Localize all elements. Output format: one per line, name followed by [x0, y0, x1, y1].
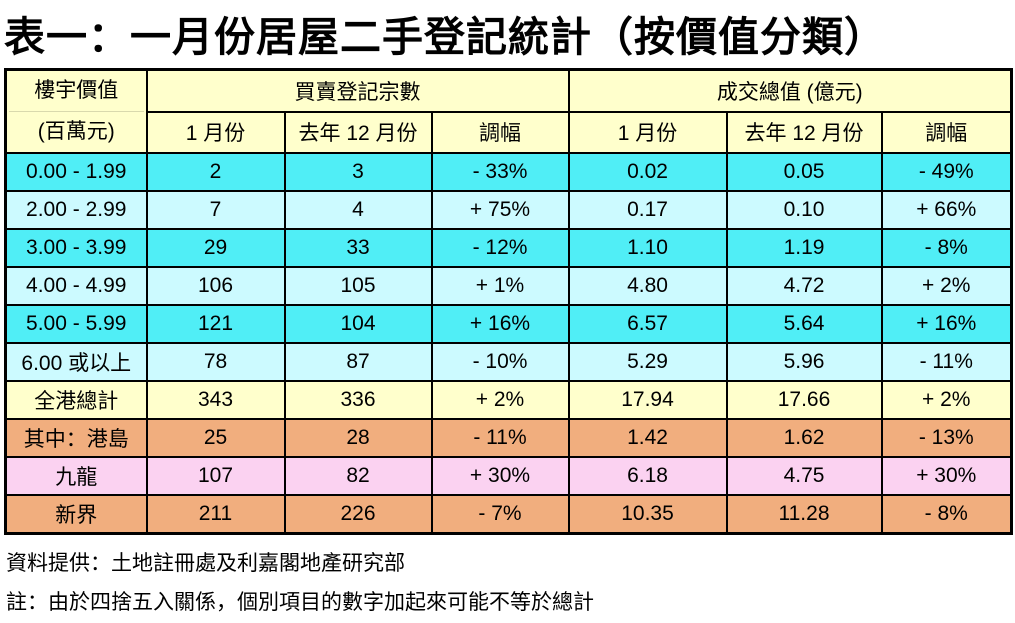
- cell: 1.10: [567, 228, 728, 268]
- cell: - 13%: [880, 418, 1013, 458]
- table-row: 2.00 - 2.99 7 4 + 75% 0.17 0.10 + 66%: [4, 190, 1013, 230]
- cell: 17.94: [567, 380, 728, 420]
- cell: 0.02: [567, 152, 728, 192]
- cell: 11.28: [725, 494, 883, 535]
- sub-header-dec-value: 去年 12 月份: [725, 110, 883, 154]
- cell: 82: [283, 456, 433, 496]
- sub-header-change-count: 調幅: [430, 110, 570, 154]
- cell: - 8%: [880, 228, 1013, 268]
- cell: 6.57: [567, 304, 728, 344]
- footnote-source: 資料提供：土地註冊處及利嘉閣地產研究部: [6, 552, 405, 575]
- cell: 29: [145, 228, 286, 268]
- cell: 10.35: [567, 494, 728, 535]
- cell: 33: [283, 228, 433, 268]
- sub-header-jan-count: 1 月份: [145, 110, 286, 154]
- cell: 211: [145, 494, 286, 535]
- table-row: 5.00 - 5.99 121 104 + 16% 6.57 5.64 + 16…: [4, 304, 1013, 344]
- group-header-value: 成交總值 (億元): [567, 68, 1013, 113]
- cell: 226: [283, 494, 433, 535]
- cell: + 16%: [430, 304, 570, 344]
- corner-header-line2: (百萬元): [9, 111, 144, 151]
- row-label: 九龍: [4, 456, 148, 496]
- cell: 105: [283, 266, 433, 306]
- cell: 0.05: [725, 152, 883, 192]
- cell: 87: [283, 342, 433, 382]
- cell: - 11%: [430, 418, 570, 458]
- cell: 3: [283, 152, 433, 192]
- cell: + 2%: [880, 266, 1013, 306]
- cell: - 7%: [430, 494, 570, 535]
- table-row: 6.00 或以上 78 87 - 10% 5.29 5.96 - 11%: [4, 342, 1013, 382]
- row-label: 0.00 - 1.99: [4, 152, 148, 192]
- cell: - 12%: [430, 228, 570, 268]
- table-row: 3.00 - 3.99 29 33 - 12% 1.10 1.19 - 8%: [4, 228, 1013, 268]
- cell: 336: [283, 380, 433, 420]
- cell: 4.72: [725, 266, 883, 306]
- cell: 0.17: [567, 190, 728, 230]
- cell: 107: [145, 456, 286, 496]
- cell: 17.66: [725, 380, 883, 420]
- group-header-count: 買賣登記宗數: [145, 68, 570, 113]
- cell: 5.29: [567, 342, 728, 382]
- row-label: 全港總計: [4, 380, 148, 420]
- cell: - 8%: [880, 494, 1013, 535]
- cell: 4: [283, 190, 433, 230]
- cell: 28: [283, 418, 433, 458]
- row-label: 5.00 - 5.99: [4, 304, 148, 344]
- table-row: 0.00 - 1.99 2 3 - 33% 0.02 0.05 - 49%: [4, 152, 1013, 192]
- table-row: 九龍 107 82 + 30% 6.18 4.75 + 30%: [4, 456, 1013, 496]
- cell: + 30%: [430, 456, 570, 496]
- cell: - 33%: [430, 152, 570, 192]
- group-header-row: 樓宇價值 (百萬元) 買賣登記宗數 成交總值 (億元): [4, 68, 1013, 154]
- cell: 78: [145, 342, 286, 382]
- cell: 4.75: [725, 456, 883, 496]
- corner-header-line1: 樓宇價值: [34, 79, 119, 102]
- row-label: 新界: [4, 494, 148, 535]
- row-label: 4.00 - 4.99: [4, 266, 148, 306]
- cell: 343: [145, 380, 286, 420]
- corner-header-cell: 樓宇價值 (百萬元): [4, 68, 148, 154]
- cell: 5.96: [725, 342, 883, 382]
- cell: + 66%: [880, 190, 1013, 230]
- cell: + 30%: [880, 456, 1013, 496]
- cell: + 75%: [430, 190, 570, 230]
- cell: + 2%: [430, 380, 570, 420]
- cell: - 10%: [430, 342, 570, 382]
- cell: + 16%: [880, 304, 1013, 344]
- cell: 7: [145, 190, 286, 230]
- cell: - 49%: [880, 152, 1013, 192]
- sub-header-change-value: 調幅: [880, 110, 1013, 154]
- cell: 1.19: [725, 228, 883, 268]
- cell: + 2%: [880, 380, 1013, 420]
- footnote-rounding: 註：由於四捨五入關係，個別項目的數字加起來可能不等於總計: [6, 590, 594, 614]
- sub-header-dec-count: 去年 12 月份: [283, 110, 433, 154]
- row-label: 其中：港島: [4, 418, 148, 458]
- cell: 121: [145, 304, 286, 344]
- statistics-table: 樓宇價值 (百萬元) 買賣登記宗數 成交總值 (億元) 1 月份 去年 12 月…: [4, 68, 1014, 535]
- page-title: 表一：一月份居屋二手登記統計（按價值分類）: [4, 14, 886, 60]
- cell: 6.18: [567, 456, 728, 496]
- cell: 104: [283, 304, 433, 344]
- cell: 5.64: [725, 304, 883, 344]
- footnotes: 資料提供：土地註冊處及利嘉閣地產研究部 註：由於四捨五入關係，個別項目的數字加起…: [6, 545, 1011, 623]
- cell: 4.80: [567, 266, 728, 306]
- cell: 2: [145, 152, 286, 192]
- cell: 0.10: [725, 190, 883, 230]
- row-label: 6.00 或以上: [4, 342, 148, 382]
- sub-header-jan-value: 1 月份: [567, 110, 728, 154]
- table-row: 4.00 - 4.99 106 105 + 1% 4.80 4.72 + 2%: [4, 266, 1013, 306]
- table-row: 其中：港島 25 28 - 11% 1.42 1.62 - 13%: [4, 418, 1013, 458]
- cell: + 1%: [430, 266, 570, 306]
- row-label: 3.00 - 3.99: [4, 228, 148, 268]
- cell: 1.42: [567, 418, 728, 458]
- table-row: 新界 211 226 - 7% 10.35 11.28 - 8%: [4, 494, 1013, 535]
- cell: 25: [145, 418, 286, 458]
- cell: - 11%: [880, 342, 1013, 382]
- cell: 106: [145, 266, 286, 306]
- cell: 1.62: [725, 418, 883, 458]
- sub-header-row: 1 月份 去年 12 月份 調幅 1 月份 去年 12 月份 調幅: [6, 110, 1013, 154]
- table-row: 全港總計 343 336 + 2% 17.94 17.66 + 2%: [4, 380, 1013, 420]
- row-label: 2.00 - 2.99: [4, 190, 148, 230]
